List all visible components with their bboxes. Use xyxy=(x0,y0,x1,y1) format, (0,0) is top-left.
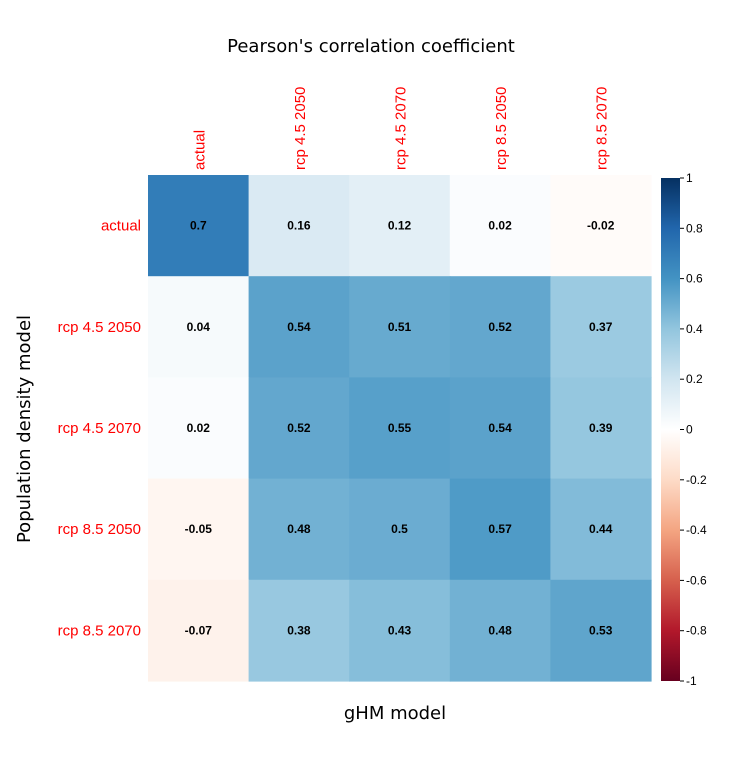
heatmap-cell-label: 0.51 xyxy=(388,320,412,334)
x-tick-label: actual xyxy=(191,130,208,170)
y-tick-label: rcp 8.5 2070 xyxy=(58,622,141,639)
heatmap-cell xyxy=(449,478,551,581)
colorbar-gradient xyxy=(661,178,680,681)
x-tick-label: rcp 4.5 2050 xyxy=(292,87,309,170)
x-tick-label: rcp 4.5 2070 xyxy=(393,87,410,170)
heatmap-cell-label: 0.04 xyxy=(187,320,211,334)
heatmap-cell-label: 0.16 xyxy=(287,219,311,233)
colorbar-tick-label: -0.6 xyxy=(686,573,707,587)
heatmap-cell-label: 0.7 xyxy=(190,219,207,233)
heatmap-cell xyxy=(449,276,551,378)
x-axis-tick-labels: actual rcp 4.5 2050 rcp 4.5 2070 rcp 8.5 20… xyxy=(191,87,610,170)
x-axis-title: gHM model xyxy=(344,703,446,724)
chart-title: Pearson's correlation coefficient xyxy=(227,36,515,57)
heatmap-cell-label: 0.55 xyxy=(388,421,412,435)
heatmap-cell-label: -0.05 xyxy=(185,522,213,536)
heatmap-cell-label: 0.37 xyxy=(589,320,613,334)
colorbar-tick-label: 0.8 xyxy=(686,221,703,235)
heatmap-cell xyxy=(148,579,250,682)
heatmap-cell xyxy=(349,175,451,277)
x-tick-label: rcp 8.5 2070 xyxy=(594,87,611,170)
heatmap-cell xyxy=(248,377,350,480)
heatmap-cells xyxy=(148,175,652,682)
heatmap-cell-label: -0.02 xyxy=(587,219,615,233)
heatmap-cell xyxy=(148,175,250,277)
heatmap-cell xyxy=(148,377,250,480)
heatmap-cell xyxy=(148,276,250,378)
heatmap-cell-label: 0.48 xyxy=(488,623,512,637)
heatmap-cell-label: 0.48 xyxy=(287,522,311,536)
colorbar-ticks: 1 0.8 0.6 0.4 0.2 0 -0.2 -0.4 -0.6 -0.8 -1 xyxy=(680,171,707,688)
heatmap-cell-label: 0.54 xyxy=(488,421,512,435)
heatmap-cell xyxy=(349,579,451,682)
colorbar-tick-label: 0.6 xyxy=(686,272,703,286)
y-axis-title: Population density model xyxy=(14,315,35,543)
heatmap-cell xyxy=(349,377,451,480)
heatmap-cell xyxy=(248,175,350,277)
heatmap-cell xyxy=(550,478,652,581)
heatmap-cell-label: 0.57 xyxy=(488,522,512,536)
colorbar: 1 0.8 0.6 0.4 0.2 0 -0.2 -0.4 -0.6 -0.8 -1 xyxy=(661,171,707,688)
colorbar-tick-label: -0.2 xyxy=(686,473,707,487)
heatmap-cell xyxy=(248,478,350,581)
heatmap-cell-label: 0.53 xyxy=(589,623,613,637)
colorbar-tick-label: -0.4 xyxy=(686,523,707,537)
heatmap-cell xyxy=(449,175,551,277)
heatmap-cell-label: 0.52 xyxy=(488,320,512,334)
heatmap-cell-label: 0.12 xyxy=(388,219,412,233)
heatmap-cell xyxy=(248,276,350,378)
y-tick-label: actual xyxy=(101,218,141,235)
heatmap-cell-label: -0.07 xyxy=(185,623,213,637)
heatmap-cell xyxy=(349,478,451,581)
heatmap-cell xyxy=(349,276,451,378)
y-axis-tick-labels: actual rcp 4.5 2050 rcp 4.5 2070 rcp 8.5 20… xyxy=(58,218,141,640)
heatmap-cell xyxy=(550,276,652,378)
heatmap-cell-label: 0.02 xyxy=(187,421,211,435)
colorbar-tick-label: -1 xyxy=(686,674,697,688)
heatmap-cell-label: 0.54 xyxy=(287,320,311,334)
heatmap-cell-label: 0.44 xyxy=(589,522,613,536)
heatmap-cell xyxy=(550,175,652,277)
x-tick-label: rcp 8.5 2050 xyxy=(493,87,510,170)
heatmap-cell xyxy=(148,478,250,581)
y-tick-label: rcp 4.5 2070 xyxy=(58,420,141,437)
heatmap-cell-label: 0.52 xyxy=(287,421,311,435)
heatmap-cell-label: 0.02 xyxy=(488,219,512,233)
heatmap-cell xyxy=(248,579,350,682)
heatmap-cell-label: 0.39 xyxy=(589,421,613,435)
heatmap-cell xyxy=(550,377,652,480)
heatmap-cell xyxy=(449,579,551,682)
heatmap-cell xyxy=(550,579,652,682)
heatmap-value-labels: 0.7 0.16 0.12 0.02 -0.02 0.04 0.54 0.51 0.52 0.37… xyxy=(185,219,615,638)
heatmap-cell xyxy=(449,377,551,480)
colorbar-tick-label: -0.8 xyxy=(686,624,707,638)
colorbar-tick-label: 1 xyxy=(686,171,693,185)
colorbar-tick-label: 0.4 xyxy=(686,322,703,336)
heatmap-cell-label: 0.38 xyxy=(287,623,311,637)
y-tick-label: rcp 8.5 2050 xyxy=(58,521,141,538)
heatmap-cell-label: 0.5 xyxy=(391,522,408,536)
y-tick-label: rcp 4.5 2050 xyxy=(58,319,141,336)
colorbar-tick-label: 0 xyxy=(686,423,693,437)
colorbar-tick-label: 0.2 xyxy=(686,372,703,386)
heatmap-cell-label: 0.43 xyxy=(388,623,412,637)
